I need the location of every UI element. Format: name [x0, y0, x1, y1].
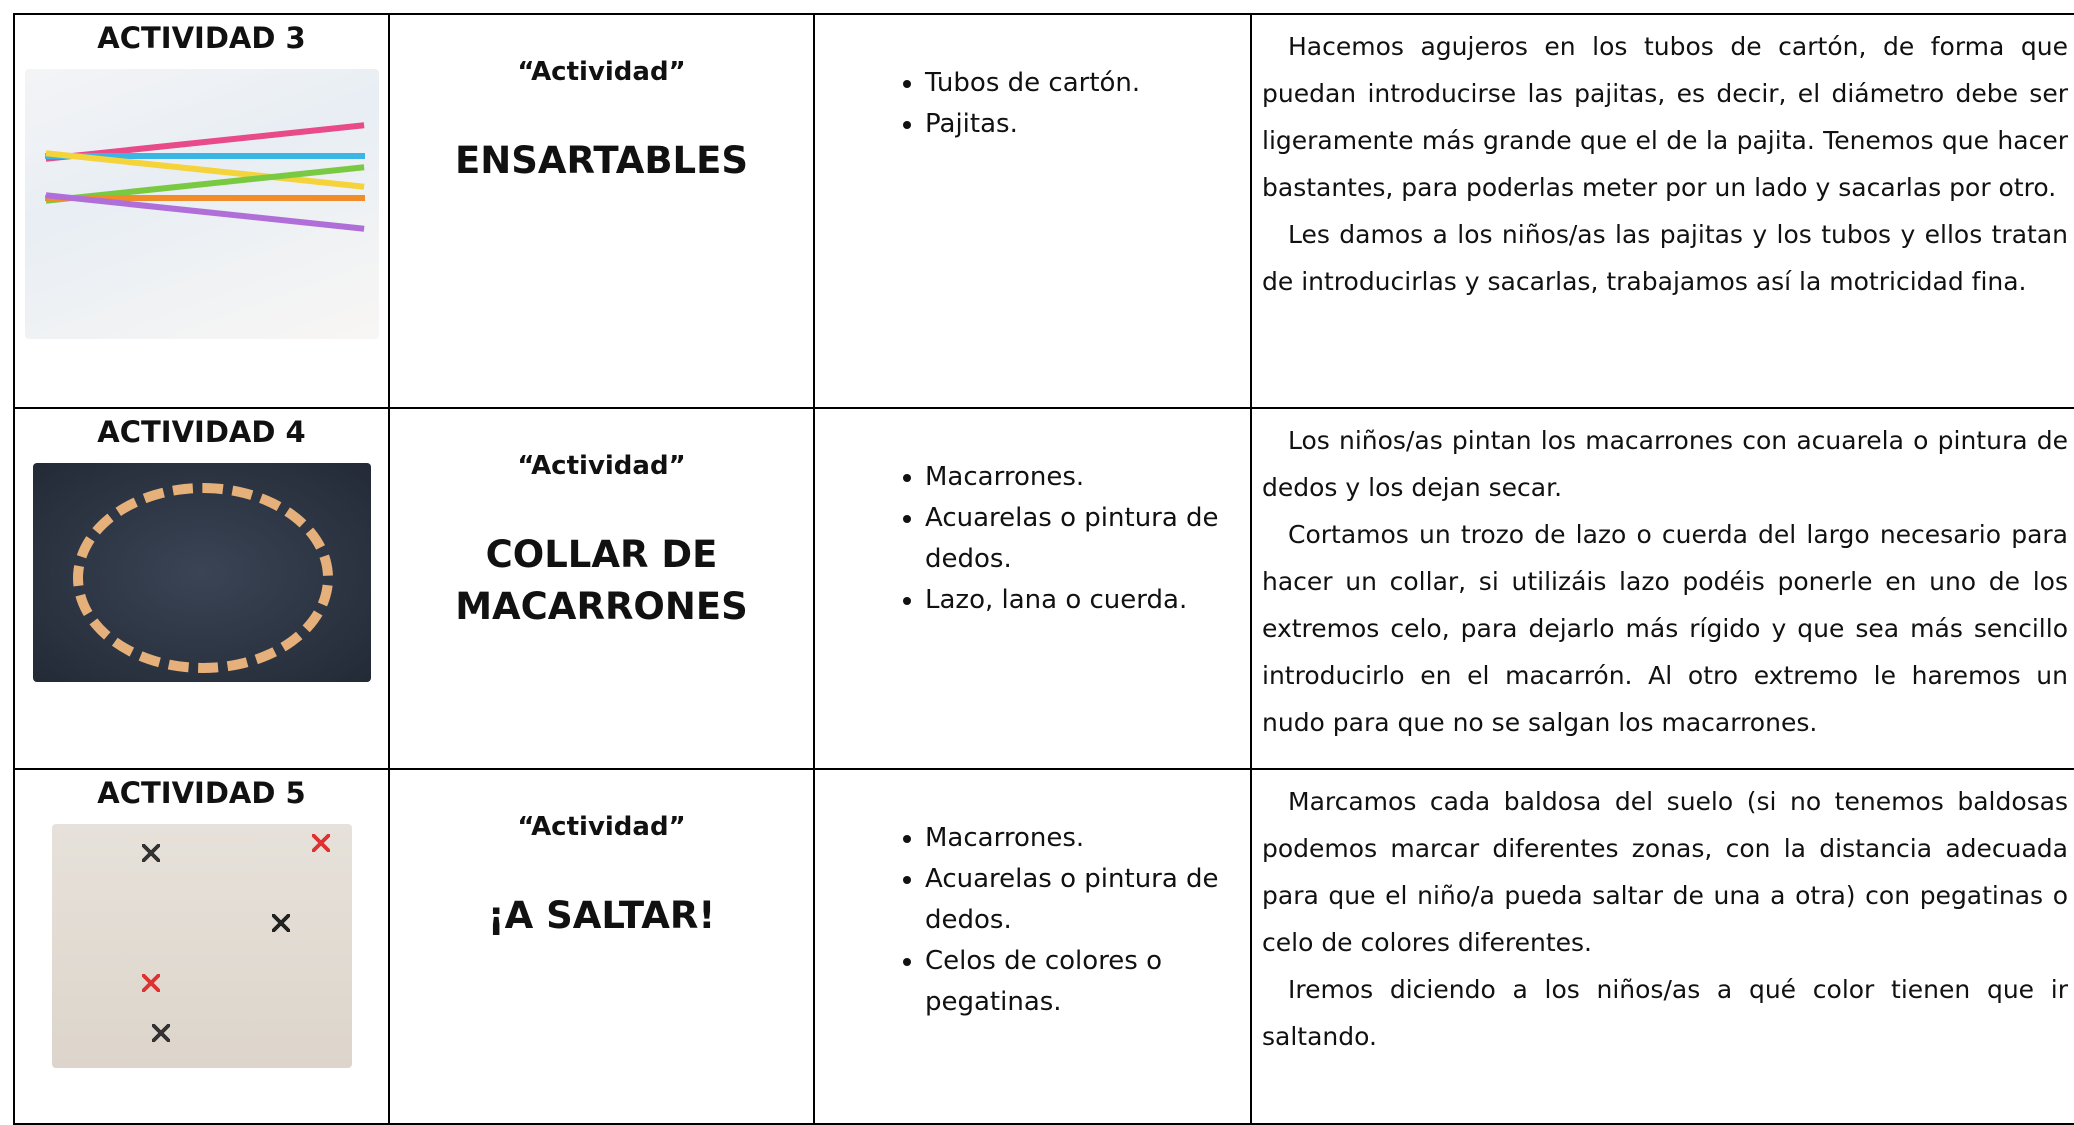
activity-label: “Actividad” — [517, 57, 686, 87]
title-cell: “Actividad” ¡A SALTAR! — [388, 768, 815, 1125]
description-cell: Los niños/as pintan los macarrones con a… — [1250, 407, 2074, 770]
materials-list: Macarrones.Acuarelas o pintura de dedos.… — [815, 818, 1242, 1023]
materials-cell: Macarrones.Acuarelas o pintura de dedos.… — [813, 407, 1252, 770]
activity-photo — [24, 69, 379, 339]
description-paragraph: Cortamos un trozo de lazo o cuerda del l… — [1262, 520, 2068, 737]
description-paragraph: Marcamos cada baldosa del suelo (si no t… — [1262, 787, 2068, 957]
photo-detail — [141, 844, 160, 862]
description: Hacemos agujeros en los tubos de cartón,… — [1252, 15, 2074, 305]
table-body: ACTIVIDAD 3 “Actividad” ENSARTABLES Tubos d… — [13, 13, 2074, 1125]
activity-photo — [32, 463, 371, 682]
photo-detail — [271, 914, 290, 932]
photo-detail — [311, 834, 330, 852]
description-cell: Marcamos cada baldosa del suelo (si no t… — [1250, 768, 2074, 1125]
photo-detail — [141, 974, 160, 992]
description: Marcamos cada baldosa del suelo (si no t… — [1252, 770, 2074, 1060]
description-paragraph: Iremos diciendo a los niños/as a qué col… — [1262, 975, 2068, 1051]
table-row: ACTIVIDAD 4 “Actividad” COLLAR DE MACARRON… — [13, 407, 2074, 770]
materials-list: Tubos de cartón.Pajitas. — [815, 63, 1242, 145]
title-cell: “Actividad” ENSARTABLES — [388, 13, 815, 409]
description-cell: Hacemos agujeros en los tubos de cartón,… — [1250, 13, 2074, 409]
description-paragraph: Hacemos agujeros en los tubos de cartón,… — [1262, 32, 2068, 202]
activity-heading: ACTIVIDAD 5 — [97, 776, 306, 810]
materials-cell: Tubos de cartón.Pajitas. — [813, 13, 1252, 409]
material-item: Lazo, lana o cuerda. — [925, 580, 1242, 621]
material-item: Macarrones. — [925, 818, 1242, 859]
activity-label: “Actividad” — [517, 451, 686, 481]
photo-detail — [44, 153, 365, 159]
description-paragraph: Los niños/as pintan los macarrones con a… — [1262, 426, 2068, 502]
activity-title: ¡A SALTAR! — [487, 894, 716, 937]
material-item: Pajitas. — [925, 104, 1242, 145]
description: Los niños/as pintan los macarrones con a… — [1252, 409, 2074, 746]
material-item: Acuarelas o pintura de dedos. — [925, 498, 1242, 580]
table-row: ACTIVIDAD 5 “Actividad” ¡A SALTAR! Macarron… — [13, 768, 2074, 1125]
activity-table: ACTIVIDAD 3 “Actividad” ENSARTABLES Tubos d… — [13, 13, 2074, 1125]
activity-cell: ACTIVIDAD 5 — [13, 768, 390, 1125]
activity-heading: ACTIVIDAD 3 — [97, 21, 306, 55]
activity-label: “Actividad” — [517, 812, 686, 842]
material-item: Macarrones. — [925, 457, 1242, 498]
activity-cell: ACTIVIDAD 3 — [13, 13, 390, 409]
material-item: Acuarelas o pintura de dedos. — [925, 859, 1242, 941]
material-item: Tubos de cartón. — [925, 63, 1242, 104]
photo-detail — [151, 1024, 170, 1042]
activity-title: COLLAR DE MACARRONES — [455, 533, 748, 628]
activity-title: ENSARTABLES — [454, 139, 749, 182]
activity-cell: ACTIVIDAD 4 — [13, 407, 390, 770]
materials-list: Macarrones.Acuarelas o pintura de dedos.… — [815, 457, 1242, 621]
materials-cell: Macarrones.Acuarelas o pintura de dedos.… — [813, 768, 1252, 1125]
photo-detail — [44, 195, 365, 201]
material-item: Celos de colores o pegatinas. — [925, 941, 1242, 1023]
title-cell: “Actividad” COLLAR DE MACARRONES — [388, 407, 815, 770]
activity-heading: ACTIVIDAD 4 — [97, 415, 306, 449]
table-row: ACTIVIDAD 3 “Actividad” ENSARTABLES Tubos d… — [13, 13, 2074, 409]
photo-detail — [72, 483, 333, 673]
activity-photo — [51, 824, 352, 1068]
description-paragraph: Les damos a los niños/as las pajitas y l… — [1262, 220, 2068, 296]
